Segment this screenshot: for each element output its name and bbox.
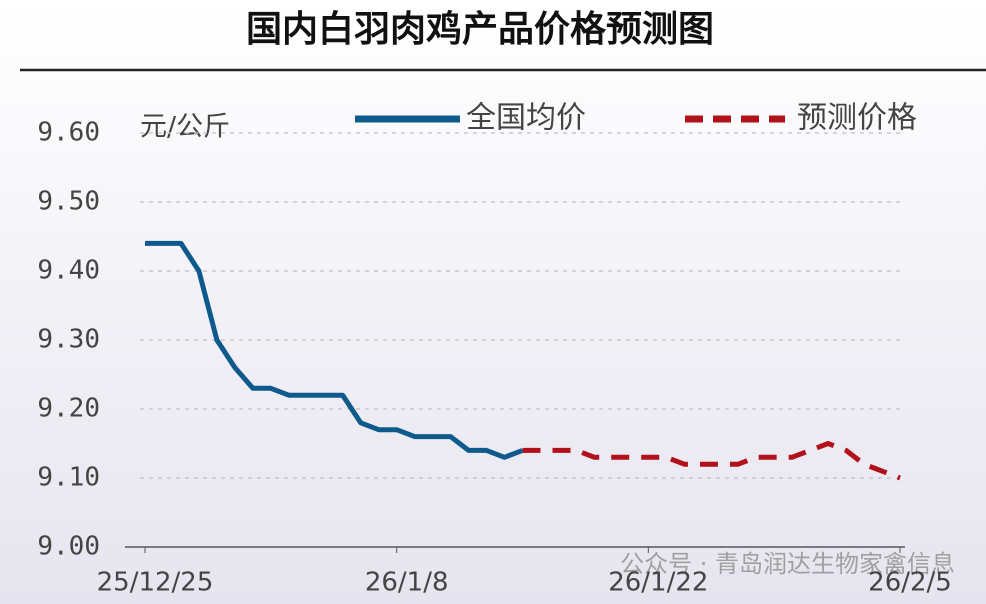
x-tick-label: 26/2/5 bbox=[868, 568, 952, 598]
x-tick-label: 26/1/22 bbox=[608, 568, 708, 598]
y-tick-label: 9.40 bbox=[37, 256, 100, 286]
legend-label: 预测价格 bbox=[797, 101, 917, 136]
x-tick-label: 25/12/25 bbox=[97, 568, 214, 598]
y-tick-label: 9.60 bbox=[37, 118, 100, 148]
y-axis-unit: 元/公斤 bbox=[140, 112, 230, 143]
chart-title: 国内白羽肉鸡产品价格预测图 bbox=[246, 8, 714, 50]
series-line bbox=[145, 240, 524, 460]
y-tick-label: 9.30 bbox=[37, 325, 100, 355]
y-tick-label: 9.10 bbox=[37, 463, 100, 493]
series-line bbox=[522, 441, 901, 481]
x-tick-label: 26/1/8 bbox=[365, 568, 449, 598]
y-tick-label: 9.00 bbox=[37, 532, 100, 562]
legend-label: 全国均价 bbox=[466, 101, 586, 136]
y-tick-label: 9.20 bbox=[37, 394, 100, 424]
y-tick-label: 9.50 bbox=[37, 187, 100, 217]
watermark: 公众号 · 青岛润达生物家禽信息 bbox=[620, 550, 955, 578]
